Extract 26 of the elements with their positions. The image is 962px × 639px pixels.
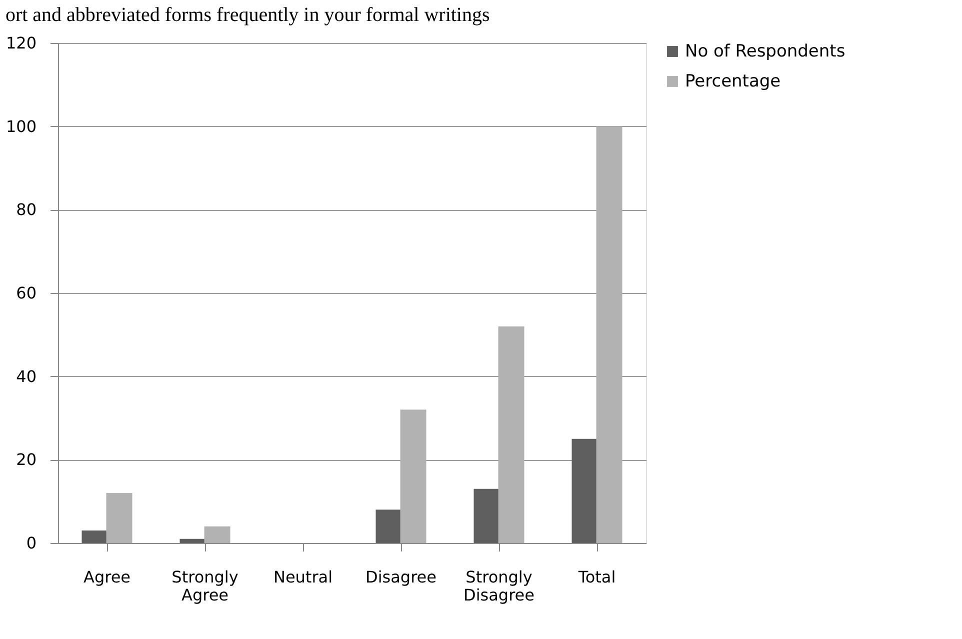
- y-tick-label: 40: [16, 366, 36, 386]
- bar: [82, 530, 108, 543]
- legend-label: No of Respondents: [685, 42, 846, 62]
- bar: [106, 493, 132, 543]
- bar: [498, 326, 524, 543]
- y-tick-label: 0: [26, 534, 36, 552]
- y-tick-label: 20: [16, 450, 36, 470]
- bar: [204, 526, 230, 543]
- chart-title: ort and abbreviated forms frequently in your formal writings: [5, 4, 490, 26]
- bar: [400, 410, 426, 543]
- y-tick-label: 80: [16, 200, 36, 220]
- x-tick-label: Total: [577, 568, 616, 586]
- x-tick-label: Strongly Disagree: [464, 568, 534, 604]
- y-tick-label: 60: [16, 284, 36, 302]
- bar: [572, 438, 598, 543]
- x-tick-label: Neutral: [273, 568, 333, 586]
- y-tick-label: 100: [6, 116, 36, 136]
- x-tick-label: Disagree: [366, 568, 436, 586]
- bar: [180, 538, 206, 543]
- x-tick-label: Strongly Agree: [172, 568, 238, 604]
- bar: [376, 510, 402, 543]
- bar: [474, 488, 500, 543]
- x-tick-label: Agree: [83, 568, 131, 586]
- legend-label: Percentage: [685, 72, 781, 92]
- bar: [596, 126, 622, 543]
- y-tick-label: 120: [6, 34, 36, 52]
